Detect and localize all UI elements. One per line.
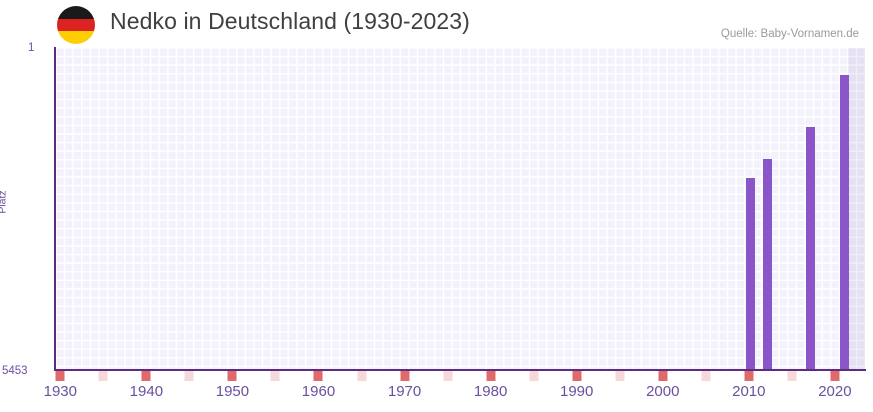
bar: [840, 75, 850, 370]
bar: [762, 159, 772, 370]
x-axis-label: 1970: [387, 383, 422, 400]
x-tick-major: [658, 371, 668, 381]
x-tick-major: [486, 371, 496, 381]
x-axis-label: 1980: [473, 383, 508, 400]
x-tick-major: [572, 371, 582, 381]
german-flag-icon: [57, 6, 95, 44]
y-axis-top-label: 1: [28, 42, 35, 54]
x-tick-minor: [529, 371, 539, 381]
grid-lines: [56, 48, 865, 370]
x-axis-label: 1940: [129, 383, 164, 400]
bar: [745, 178, 755, 370]
x-tick-minor: [701, 371, 711, 381]
x-axis-label: 2020: [818, 383, 852, 400]
y-axis-title: Platz: [0, 190, 9, 214]
x-tick-major: [744, 371, 754, 381]
x-tick-minor: [357, 371, 367, 381]
bar: [805, 126, 815, 370]
x-axis-label: 1960: [301, 383, 336, 400]
x-tick-major: [400, 371, 410, 381]
source-attribution: Quelle: Baby-Vornamen.de: [720, 28, 859, 40]
y-axis-line: [54, 47, 56, 371]
shaded-forecast-region: [847, 48, 865, 370]
x-tick-minor: [184, 371, 194, 381]
x-tick-major: [227, 371, 237, 381]
x-tick-major: [55, 371, 65, 381]
x-tick-major: [830, 371, 840, 381]
x-tick-minor: [270, 371, 280, 381]
x-tick-minor: [787, 371, 797, 381]
x-axis-label: 1930: [43, 383, 77, 400]
x-tick-minor: [98, 371, 108, 381]
x-tick-minor: [443, 371, 453, 381]
x-axis-label: 2000: [646, 383, 680, 400]
chart-header: Nedko in Deutschland (1930-2023) Quelle:…: [0, 0, 873, 48]
x-axis-line: [54, 369, 866, 371]
y-axis-bottom-label: 5453: [2, 365, 28, 377]
x-axis-label: 1990: [559, 383, 594, 400]
plot-area: [56, 48, 865, 370]
x-tick-major: [313, 371, 323, 381]
x-axis-label: 2010: [732, 383, 766, 400]
page-title: Nedko in Deutschland (1930-2023): [110, 8, 470, 34]
x-axis-label: 1950: [215, 383, 250, 400]
x-tick-major: [141, 371, 151, 381]
x-tick-minor: [615, 371, 625, 381]
